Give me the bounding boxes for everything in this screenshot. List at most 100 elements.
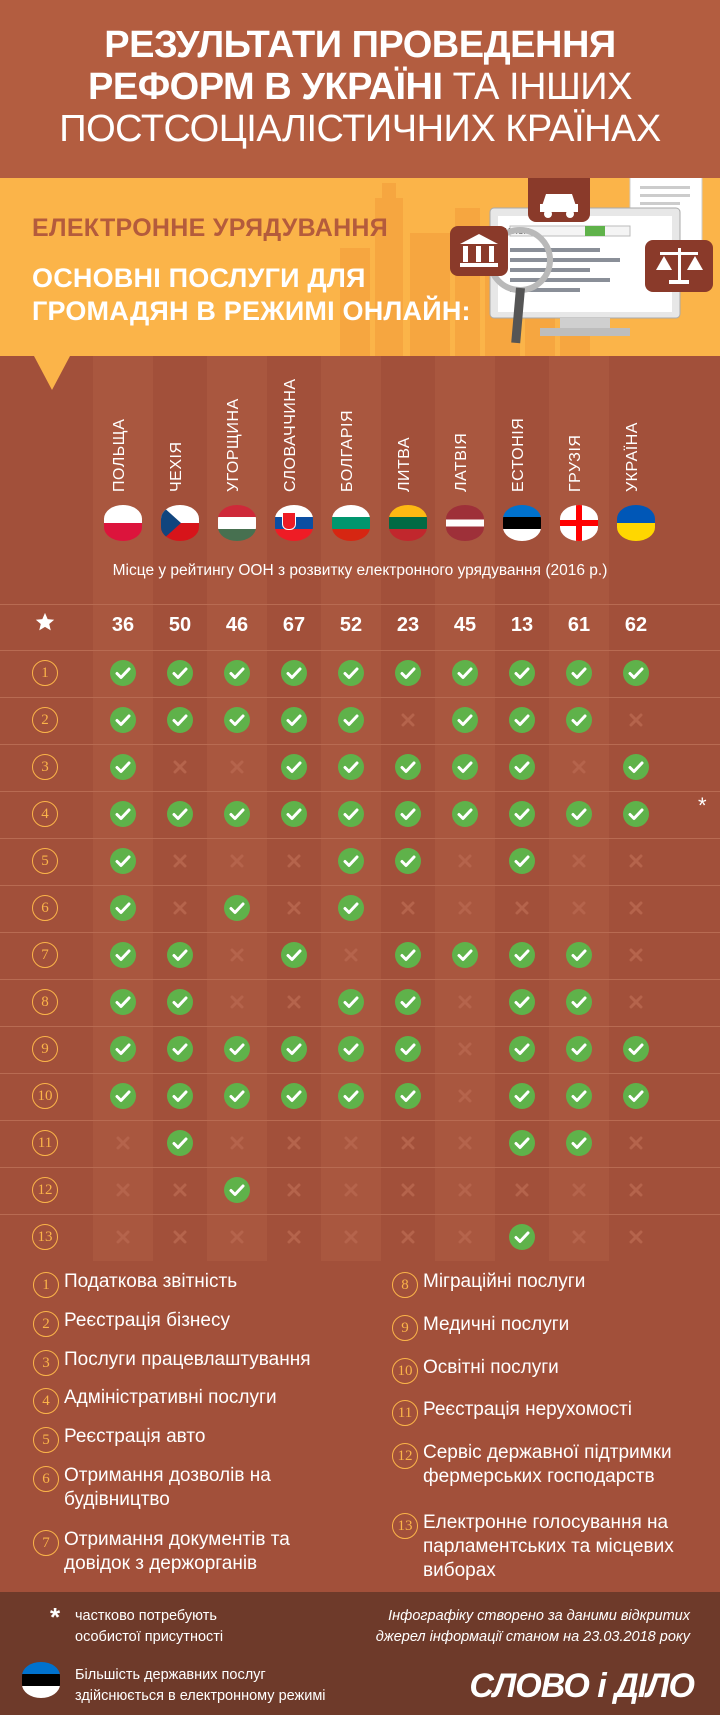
check-icon (395, 848, 421, 874)
rank-value: 67 (282, 614, 306, 636)
cross-icon (167, 754, 193, 780)
cross-icon (566, 895, 592, 921)
cross-icon (224, 942, 250, 968)
cross-icon (623, 1130, 649, 1156)
check-icon (452, 801, 478, 827)
legend-number-icon: 5 (33, 1427, 59, 1453)
cross-icon (167, 895, 193, 921)
flag-icon (503, 505, 541, 541)
service-number-icon: 4 (32, 801, 58, 827)
country-header: БОЛГАРІЯ (321, 372, 381, 502)
check-icon (338, 1083, 364, 1109)
title-line-3: ПОСТСОЦІАЛІСТИЧНИХ КРАЇНАХ (59, 108, 661, 150)
row-divider (0, 1214, 720, 1215)
legend-number-icon: 1 (33, 1272, 59, 1298)
legend-text: Реєстрація авто (64, 1426, 206, 1447)
footnote-line-2: особистої присутності (75, 1629, 224, 1645)
check-icon (167, 1130, 193, 1156)
cross-icon (338, 1130, 364, 1156)
cross-icon (281, 1130, 307, 1156)
legend-text: Послуги працевлаштування (64, 1349, 311, 1370)
check-icon (395, 942, 421, 968)
row-divider (0, 744, 720, 745)
check-icon (623, 1083, 649, 1109)
row-divider (0, 1073, 720, 1074)
flag-icon (332, 505, 370, 541)
country-name: ЛАТВІЯ (453, 432, 470, 492)
header: РЕЗУЛЬТАТИ ПРОВЕДЕННЯ РЕФОРМ В УКРАЇНІ Т… (0, 0, 720, 178)
check-icon (281, 942, 307, 968)
check-icon (395, 1083, 421, 1109)
check-icon (623, 1036, 649, 1062)
check-icon (167, 942, 193, 968)
country-name: ЧЕХІЯ (168, 441, 185, 492)
rank-value: 45 (453, 614, 477, 636)
check-icon (566, 989, 592, 1015)
check-icon (452, 660, 478, 686)
cross-icon (452, 1177, 478, 1203)
flag-icon (389, 505, 427, 541)
row-divider (0, 791, 720, 792)
country-name: УКРАЇНА (624, 422, 641, 492)
row-divider (0, 604, 720, 605)
check-icon (509, 1083, 535, 1109)
banner-pointer (34, 356, 70, 390)
legend-text: Податкова звітність (64, 1271, 238, 1292)
check-icon (566, 1036, 592, 1062)
service-number-icon: 5 (32, 848, 58, 874)
cross-icon (224, 989, 250, 1015)
service-number-icon: 9 (32, 1036, 58, 1062)
legend-text: Освітні послуги (423, 1357, 559, 1378)
cross-icon (623, 1177, 649, 1203)
country-header: ЛАТВІЯ (435, 372, 495, 502)
check-icon (338, 707, 364, 733)
legend-text: Адміністративні послуги (64, 1387, 277, 1408)
country-name: ЛИТВА (396, 436, 413, 492)
cross-icon (167, 1224, 193, 1250)
check-icon (110, 754, 136, 780)
check-icon (338, 660, 364, 686)
check-icon (110, 989, 136, 1015)
legend-number-icon: 8 (392, 1272, 418, 1298)
cross-icon (110, 1177, 136, 1203)
check-icon (224, 660, 250, 686)
estonia-flag-icon (22, 1662, 60, 1698)
legend-text: Сервіс державної підтримки фермерських г… (423, 1442, 672, 1487)
check-icon (224, 707, 250, 733)
country-name: ГРУЗІЯ (567, 434, 584, 492)
legend-text: Отримання документів та довідок з держор… (64, 1529, 290, 1574)
scales-icon (645, 240, 713, 292)
cross-icon (452, 989, 478, 1015)
country-name: СЛОВАЧЧИНА (282, 378, 299, 492)
cross-icon (281, 1177, 307, 1203)
check-icon (110, 942, 136, 968)
service-number-icon: 12 (32, 1177, 58, 1203)
check-icon (338, 1036, 364, 1062)
service-number-icon: 2 (32, 707, 58, 733)
cross-icon (395, 1224, 421, 1250)
cross-icon (281, 989, 307, 1015)
check-icon (566, 707, 592, 733)
country-name: ЕСТОНІЯ (510, 417, 527, 492)
cross-icon (623, 942, 649, 968)
check-icon (338, 895, 364, 921)
rank-value: 36 (111, 614, 135, 636)
cross-icon (224, 1224, 250, 1250)
legend-number-icon: 2 (33, 1311, 59, 1337)
check-icon (167, 1083, 193, 1109)
source-note: Інфографіку створено за даними відкритих… (370, 1606, 690, 1648)
cross-icon (509, 1177, 535, 1203)
check-icon (281, 707, 307, 733)
asterisk-note: * (698, 793, 707, 818)
cross-icon (509, 895, 535, 921)
service-number-icon: 7 (32, 942, 58, 968)
check-icon (623, 754, 649, 780)
service-number-icon: 11 (32, 1130, 58, 1156)
footer: * частково потребують особистої присутно… (0, 1592, 720, 1715)
cross-icon (623, 895, 649, 921)
country-header: ЧЕХІЯ (150, 372, 210, 502)
check-icon (281, 1083, 307, 1109)
cross-icon (452, 1224, 478, 1250)
cross-icon (452, 1083, 478, 1109)
